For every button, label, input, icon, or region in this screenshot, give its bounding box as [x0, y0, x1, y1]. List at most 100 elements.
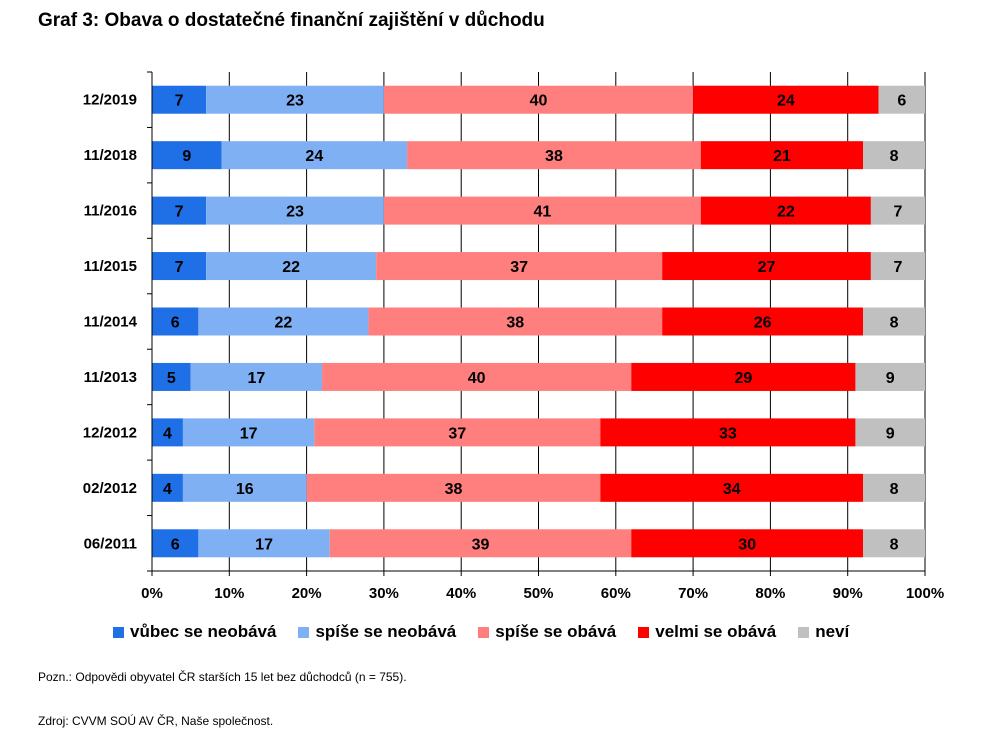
x-tick-label: 0%	[141, 585, 163, 602]
x-tick-label: 100%	[906, 585, 944, 602]
legend-item: neví	[798, 622, 849, 642]
bar-segment	[221, 141, 408, 170]
x-tick-label: 80%	[755, 585, 785, 602]
bar-segment	[376, 252, 663, 281]
bar-segment	[322, 362, 632, 391]
bar-segment	[198, 307, 369, 336]
data-label: 17	[240, 425, 258, 442]
data-label: 41	[533, 204, 551, 221]
x-tick-label: 90%	[833, 585, 863, 602]
data-label: 23	[286, 93, 304, 110]
data-label: 24	[305, 148, 323, 165]
data-label: 7	[893, 259, 902, 276]
legend-item: spíše se neobává	[298, 622, 456, 642]
bar-segment	[863, 473, 925, 502]
x-tick-label: 70%	[678, 585, 708, 602]
axes: 0% 10% 20% 30% 40% 50% 60% 70% 80% 90% 100% 12/2019…	[83, 71, 944, 602]
data-label: 21	[773, 148, 791, 165]
y-tick-label: 02/2012	[83, 480, 137, 497]
data-label: 8	[890, 536, 899, 553]
bar-segment	[152, 252, 207, 281]
data-label: 23	[286, 204, 304, 221]
bar-segment	[878, 85, 925, 114]
chart-title: Graf 3: Obava o dostatečné finanční zaji…	[38, 10, 545, 31]
data-label: 24	[777, 93, 795, 110]
bar-segment	[182, 418, 315, 447]
data-label: 40	[468, 370, 486, 387]
bar-segment	[152, 529, 199, 558]
data-label: 37	[448, 425, 466, 442]
data-label: 16	[236, 481, 254, 498]
data-label: 9	[886, 425, 895, 442]
data-label: 4	[163, 425, 172, 442]
data-label: 5	[167, 370, 176, 387]
bar-segment	[368, 307, 663, 336]
legend-label: vůbec se neobává	[130, 622, 277, 641]
data-label: 26	[754, 315, 772, 332]
bar-segment	[600, 418, 856, 447]
data-label: 7	[893, 204, 902, 221]
bars	[152, 85, 925, 558]
legend-swatch	[298, 626, 310, 638]
data-label: 30	[738, 536, 756, 553]
stacked-bar-chart: 7 23 40 24 6 9 24 38 21 8 7 23 41 22 7 7 22 37 27 7 6 22 38 26 8…	[83, 71, 944, 602]
bar-segment	[206, 252, 377, 281]
x-tick-label: 40%	[446, 585, 476, 602]
footnote: Pozn.: Odpovědi obyvatel ČR starších 15 …	[38, 670, 407, 684]
data-label: 7	[175, 204, 184, 221]
bar-segment	[870, 252, 925, 281]
bar-segment	[206, 196, 384, 225]
x-tick-label: 30%	[369, 585, 399, 602]
bar-segment	[600, 473, 864, 502]
bar-segment	[152, 141, 222, 170]
legend-swatch	[638, 626, 650, 638]
data-label: 22	[282, 259, 300, 276]
legend-label: neví	[815, 622, 850, 641]
y-tick-label: 11/2013	[84, 369, 137, 386]
bar-segment	[383, 196, 701, 225]
data-label: 6	[897, 93, 906, 110]
legend-swatch	[113, 626, 124, 638]
data-label: 33	[719, 425, 737, 442]
bar-segment	[152, 362, 191, 391]
bar-segment	[700, 141, 864, 170]
data-label: 8	[890, 481, 899, 498]
bar-segment	[855, 362, 925, 391]
legend-label: spíše se neobává	[315, 622, 457, 641]
data-label: 22	[777, 204, 795, 221]
y-tick-label: 11/2018	[84, 147, 137, 164]
data-label: 17	[247, 370, 265, 387]
bar-segment	[152, 418, 183, 447]
source-note: Zdroj: CVVM SOÚ AV ČR, Naše společnost.	[38, 714, 274, 728]
bar-segment	[863, 529, 925, 558]
bar-segment	[329, 529, 632, 558]
bar-segment	[870, 196, 925, 225]
x-tick-label: 20%	[292, 585, 322, 602]
data-label: 22	[275, 315, 293, 332]
data-label: 27	[758, 259, 776, 276]
legend-item: spíše se obává	[478, 622, 616, 642]
bar-segment	[662, 252, 871, 281]
bar-segment	[198, 529, 330, 558]
data-label: 6	[171, 315, 180, 332]
bar-segment	[152, 196, 207, 225]
legend-swatch	[478, 626, 490, 638]
y-tick-label: 11/2015	[84, 258, 137, 275]
data-label: 8	[890, 148, 899, 165]
data-label: 29	[734, 370, 752, 387]
bar-segment	[206, 85, 384, 114]
bar-segment	[855, 418, 925, 447]
bar-segment	[314, 418, 601, 447]
y-tick-label: 12/2012	[83, 424, 137, 441]
data-label: 7	[175, 259, 184, 276]
legend-swatch	[798, 626, 810, 638]
legend-label: velmi se obává	[655, 622, 777, 641]
bar-segment	[863, 307, 925, 336]
y-tick-label: 11/2016	[84, 203, 137, 220]
bar-segment	[152, 473, 183, 502]
bar-segment	[631, 529, 864, 558]
x-tick-label: 60%	[601, 585, 631, 602]
data-label: 38	[545, 148, 563, 165]
data-labels: 7 23 40 24 6 9 24 38 21 8 7 23 41 22 7 7 22 37 27 7 6 22 38 26 8…	[163, 93, 906, 554]
data-label: 9	[886, 370, 895, 387]
